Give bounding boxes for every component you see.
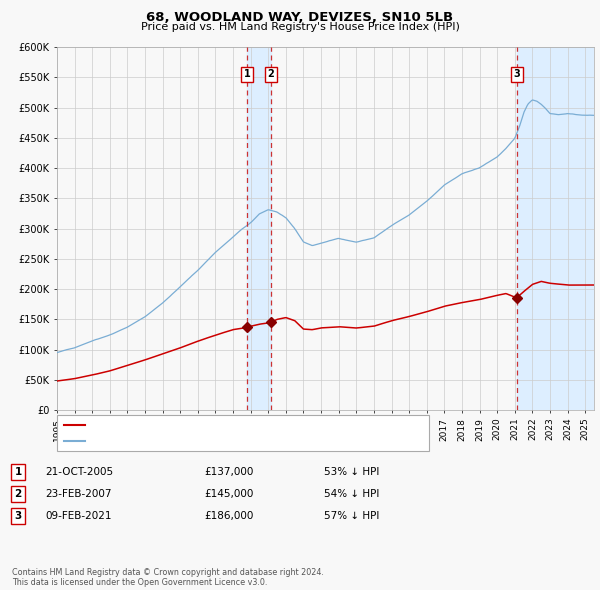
Text: 54% ↓ HPI: 54% ↓ HPI (324, 489, 379, 499)
Text: 2: 2 (268, 70, 274, 80)
Text: Price paid vs. HM Land Registry's House Price Index (HPI): Price paid vs. HM Land Registry's House … (140, 22, 460, 32)
Text: 23-FEB-2007: 23-FEB-2007 (45, 489, 112, 499)
Text: £145,000: £145,000 (204, 489, 253, 499)
Bar (247, 47, 271, 410)
Text: Contains HM Land Registry data © Crown copyright and database right 2024.
This d: Contains HM Land Registry data © Crown c… (12, 568, 324, 587)
Text: 3: 3 (14, 511, 22, 520)
Text: 09-FEB-2021: 09-FEB-2021 (45, 511, 112, 520)
Text: 21-OCT-2005: 21-OCT-2005 (45, 467, 113, 477)
Text: 2: 2 (14, 489, 22, 499)
Text: 68, WOODLAND WAY, DEVIZES, SN10 5LB: 68, WOODLAND WAY, DEVIZES, SN10 5LB (146, 11, 454, 24)
Text: 53% ↓ HPI: 53% ↓ HPI (324, 467, 379, 477)
Text: £137,000: £137,000 (204, 467, 253, 477)
Text: £186,000: £186,000 (204, 511, 253, 520)
Bar (517, 47, 594, 410)
Text: 3: 3 (514, 70, 520, 80)
Text: 1: 1 (14, 467, 22, 477)
Text: 57% ↓ HPI: 57% ↓ HPI (324, 511, 379, 520)
Text: 68, WOODLAND WAY, DEVIZES, SN10 5LB (detached house): 68, WOODLAND WAY, DEVIZES, SN10 5LB (det… (90, 420, 389, 430)
Text: HPI: Average price, detached house, Wiltshire: HPI: Average price, detached house, Wilt… (90, 436, 318, 446)
Text: 1: 1 (244, 70, 251, 80)
